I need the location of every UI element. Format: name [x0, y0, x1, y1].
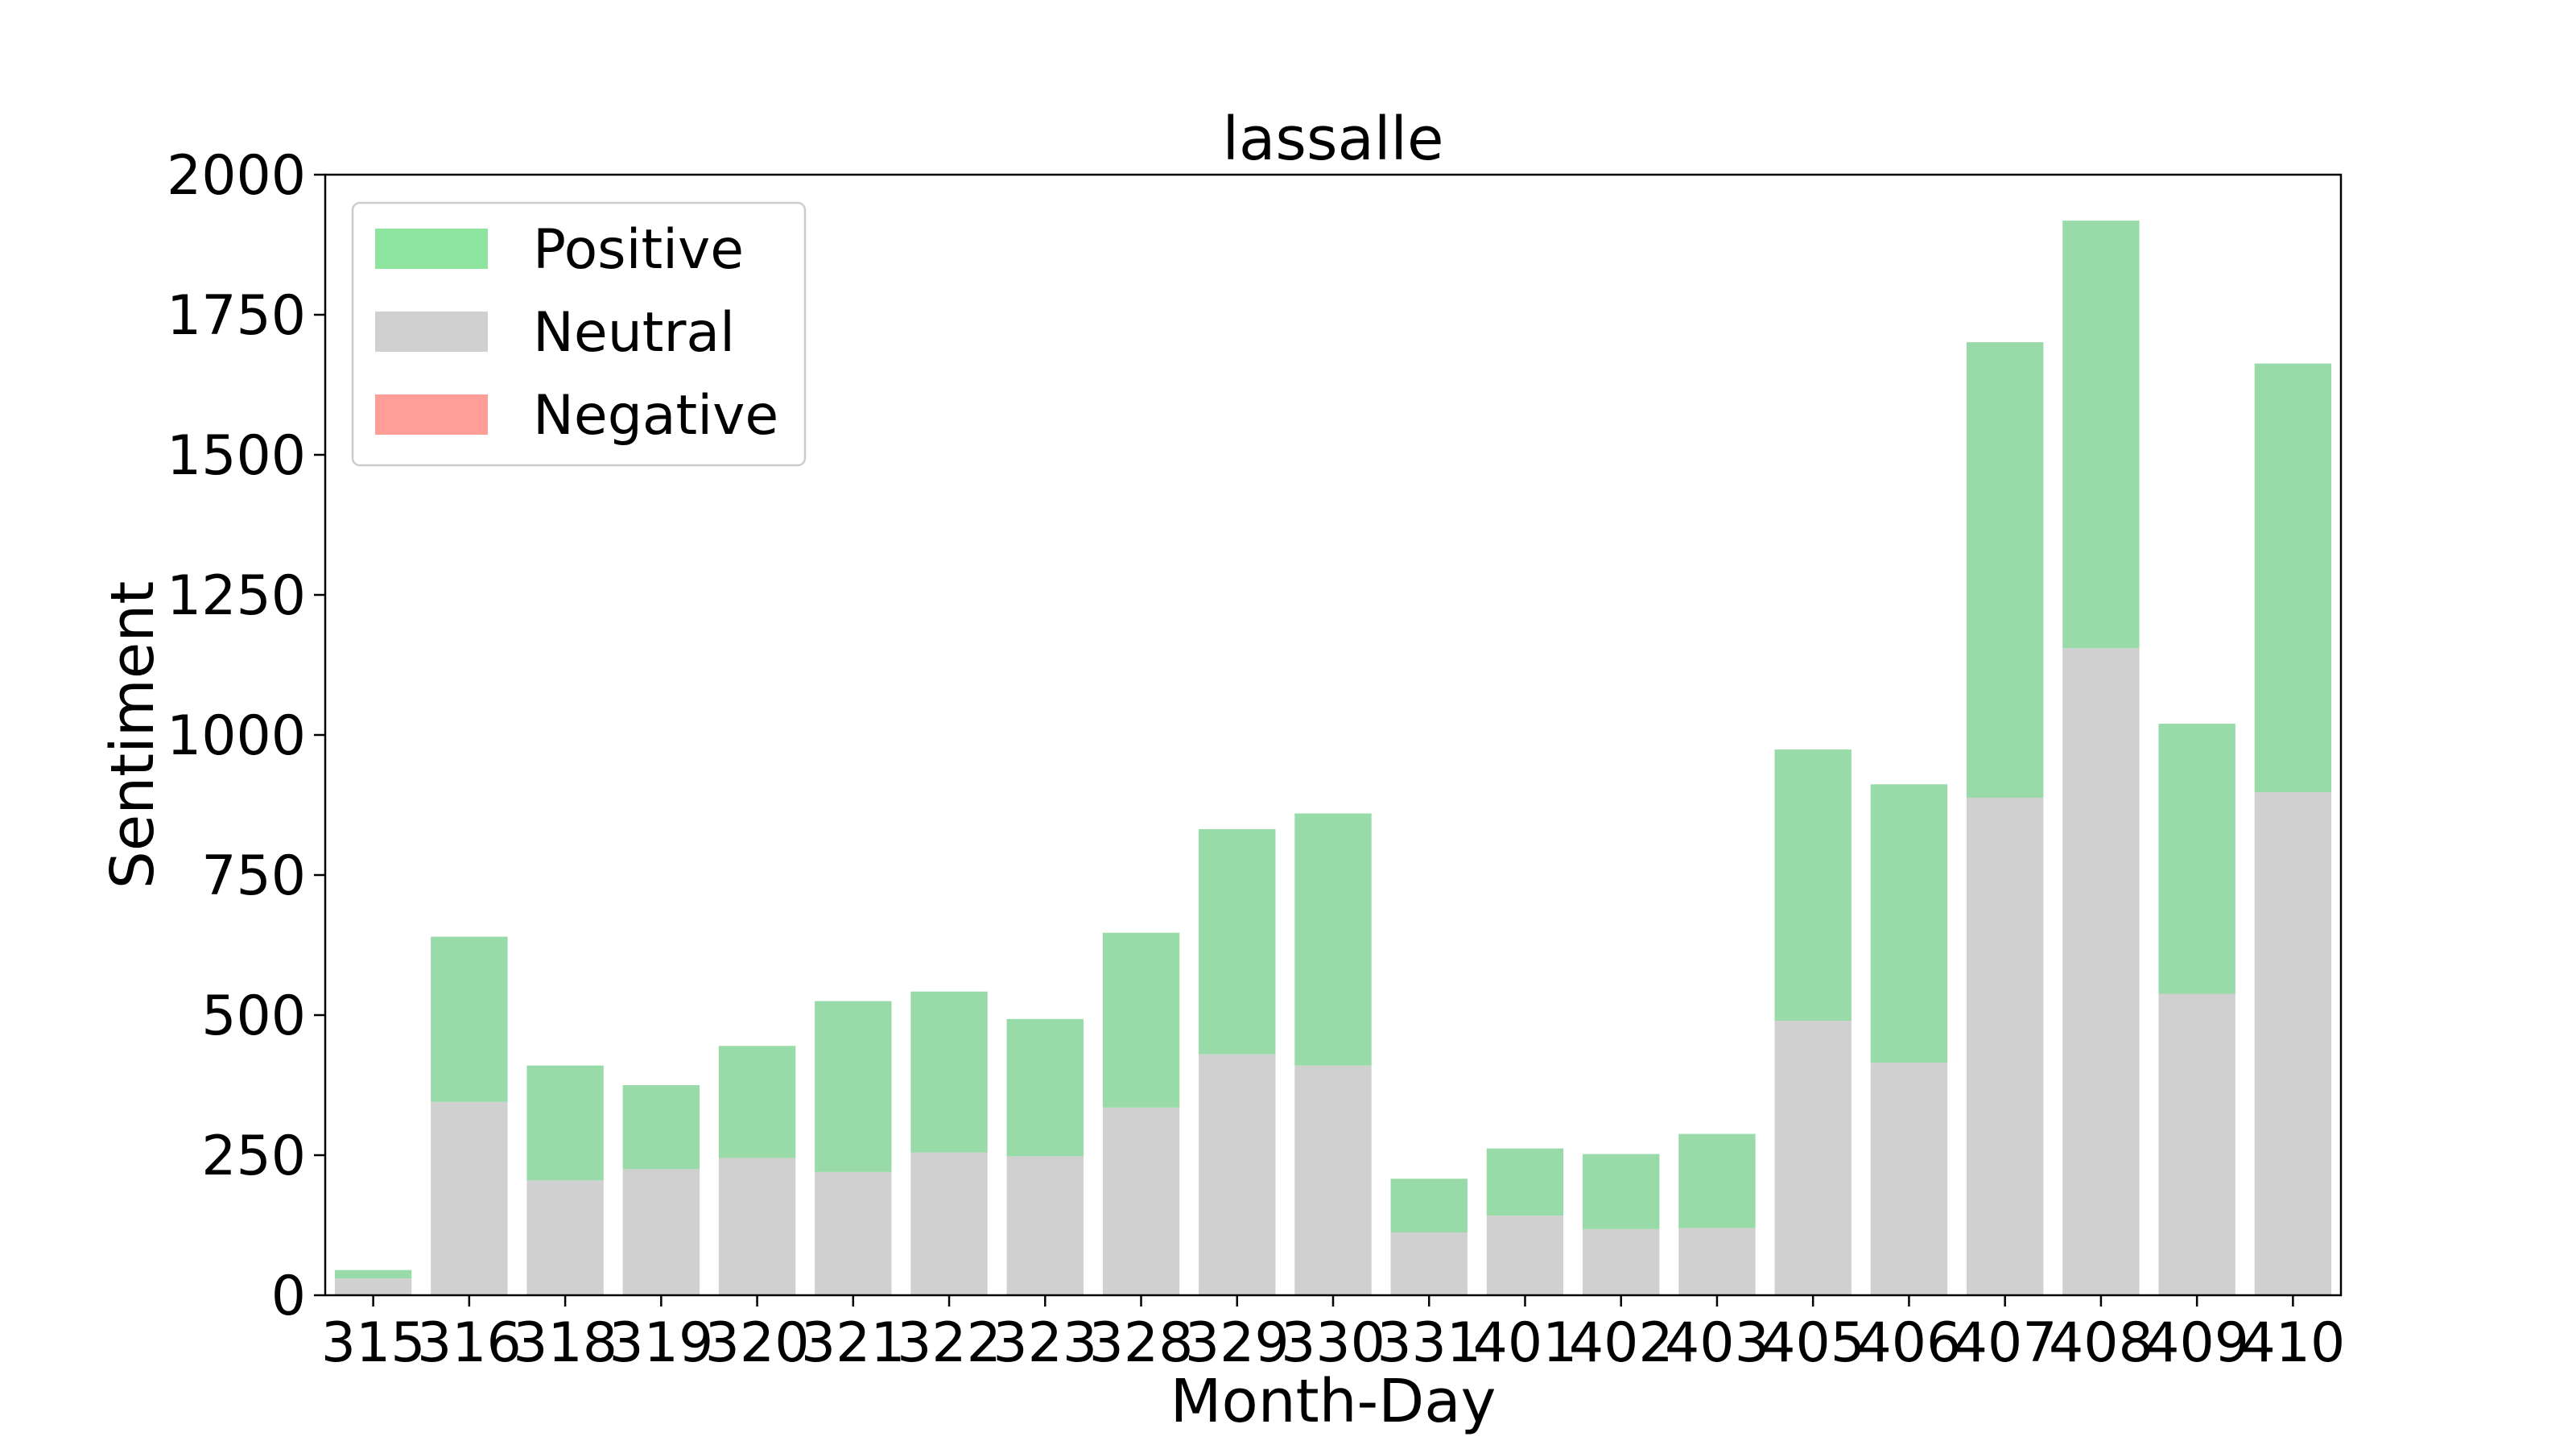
- bar-positive-401: [1486, 1148, 1564, 1216]
- bar-neutral-410: [2254, 791, 2332, 1295]
- y-axis-label: Sentiment: [98, 581, 167, 890]
- y-tick-label: 1250: [167, 564, 306, 628]
- bar-neutral-405: [1774, 1020, 1852, 1295]
- x-tick-label: 402: [1569, 1311, 1674, 1375]
- y-tick-label: 2000: [167, 144, 306, 208]
- y-tick-label: 750: [201, 844, 306, 908]
- bar-positive-331: [1390, 1179, 1468, 1233]
- bar-neutral-401: [1486, 1216, 1564, 1295]
- x-tick-label: 331: [1377, 1311, 1481, 1375]
- bar-positive-406: [1870, 784, 1948, 1063]
- bar-neutral-329: [1199, 1054, 1276, 1295]
- bars-group: [334, 221, 2332, 1295]
- bar-positive-322: [910, 991, 988, 1153]
- x-tick-label: 315: [321, 1311, 426, 1375]
- x-tick-label: 319: [609, 1311, 713, 1375]
- chart-title: lassalle: [1222, 105, 1443, 174]
- bar-neutral-407: [1966, 797, 2044, 1295]
- bar-positive-403: [1678, 1133, 1756, 1228]
- bar-positive-319: [622, 1085, 700, 1170]
- y-tick-label: 500: [201, 985, 306, 1048]
- bar-neutral-321: [815, 1171, 892, 1295]
- x-tick-label: 318: [513, 1311, 617, 1375]
- bar-neutral-406: [1870, 1063, 1948, 1295]
- x-tick-label: 328: [1089, 1311, 1194, 1375]
- legend-label-neutral: Neutral: [533, 301, 735, 365]
- bar-neutral-408: [2062, 648, 2140, 1295]
- y-tick-label: 0: [271, 1265, 306, 1328]
- bar-positive-320: [718, 1046, 796, 1158]
- x-tick-label: 321: [801, 1311, 906, 1375]
- bar-positive-316: [431, 936, 508, 1102]
- bar-neutral-318: [526, 1180, 604, 1295]
- bar-positive-405: [1774, 749, 1852, 1021]
- bar-neutral-330: [1294, 1065, 1372, 1295]
- bar-neutral-323: [1006, 1156, 1084, 1295]
- plot-frame: [324, 173, 2343, 1297]
- bar-neutral-315: [334, 1278, 412, 1295]
- x-tick-label: 408: [2049, 1311, 2153, 1375]
- bar-neutral-409: [2158, 993, 2235, 1295]
- x-tick-label: 323: [993, 1311, 1097, 1375]
- bar-neutral-403: [1678, 1228, 1756, 1295]
- bar-positive-410: [2254, 363, 2332, 792]
- x-tick-label: 322: [897, 1311, 1001, 1375]
- legend: Positive Neutral Negative: [351, 201, 807, 467]
- bar-positive-408: [2062, 221, 2140, 649]
- bar-positive-407: [1966, 342, 2044, 798]
- bar-positive-402: [1583, 1154, 1660, 1229]
- y-tick-label: 250: [201, 1125, 306, 1188]
- x-tick-label: 410: [2240, 1311, 2345, 1375]
- x-axis-label: Month-Day: [1170, 1367, 1496, 1436]
- legend-label-positive: Positive: [533, 218, 744, 282]
- x-tick-label: 320: [705, 1311, 810, 1375]
- bar-positive-321: [815, 1001, 892, 1172]
- y-tick-label: 1750: [167, 284, 306, 348]
- bar-positive-329: [1199, 828, 1276, 1055]
- bar-positive-330: [1294, 813, 1372, 1066]
- x-tick-label: 403: [1665, 1311, 1769, 1375]
- bar-positive-409: [2158, 724, 2235, 994]
- y-tick-label: 1500: [167, 424, 306, 488]
- bar-neutral-319: [622, 1169, 700, 1295]
- x-tick-label: 401: [1473, 1311, 1578, 1375]
- bar-neutral-322: [910, 1152, 988, 1295]
- y-tick-label: 1000: [167, 704, 306, 768]
- x-tick-label: 409: [2145, 1311, 2249, 1375]
- bar-neutral-331: [1390, 1232, 1468, 1295]
- bar-positive-318: [526, 1065, 604, 1181]
- bar-positive-315: [334, 1269, 412, 1279]
- bar-neutral-402: [1583, 1228, 1660, 1295]
- bar-neutral-316: [431, 1101, 508, 1295]
- x-tick-label: 330: [1281, 1311, 1385, 1375]
- bar-neutral-328: [1102, 1107, 1180, 1295]
- x-tick-label: 316: [417, 1311, 522, 1375]
- x-tick-label: 329: [1185, 1311, 1290, 1375]
- bar-neutral-320: [718, 1158, 796, 1295]
- bar-positive-328: [1102, 932, 1180, 1108]
- legend-swatch-neutral: [375, 312, 488, 352]
- x-axis: 3153163183193203213223233283293303314014…: [321, 1295, 2345, 1375]
- legend-swatch-negative: [375, 394, 488, 435]
- y-axis: 0 250 500 750 1000 1250 1500 1750 2000: [167, 144, 325, 1328]
- legend-label-negative: Negative: [533, 384, 778, 448]
- bar-positive-323: [1006, 1018, 1084, 1157]
- x-tick-label: 407: [1953, 1311, 2058, 1375]
- x-tick-label: 406: [1857, 1311, 1962, 1375]
- x-tick-label: 405: [1761, 1311, 1865, 1375]
- legend-swatch-positive: [375, 229, 488, 269]
